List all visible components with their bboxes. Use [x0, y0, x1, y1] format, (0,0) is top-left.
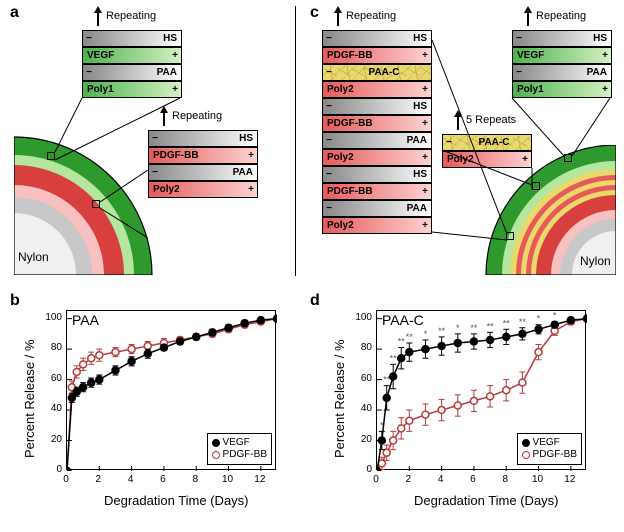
- stack-c-green: −HS VEGF+ −PAA Poly1+: [512, 30, 612, 98]
- callout-box-c3: [506, 232, 514, 240]
- callout-box-a2: [92, 200, 100, 208]
- repeating-label-a2: Repeating: [172, 110, 222, 122]
- svg-text:*: *: [380, 420, 384, 430]
- layer-poly2: Poly2+: [322, 217, 432, 234]
- layer-vegf: VEGF+: [512, 47, 612, 64]
- chart-d: *********************** PAA-C Percent Re…: [324, 298, 604, 523]
- callout-box-a1: [47, 152, 55, 160]
- callout-box-c1: [564, 154, 572, 162]
- five-repeats-label: 5 Repeats: [466, 114, 516, 126]
- layer-vegf: VEGF+: [82, 47, 182, 64]
- nylon-label-c: Nylon: [580, 254, 611, 268]
- repeat-arrow-c2: [522, 6, 534, 31]
- svg-text:*: *: [456, 323, 460, 333]
- panel-divider: [295, 6, 296, 276]
- repeat-arrow-c1: [332, 6, 344, 31]
- repeat-arrow-a1: [92, 6, 104, 31]
- repeating-label-c1: Repeating: [346, 10, 396, 22]
- chart-b: PAA Percent Release / % Degradation Time…: [14, 298, 294, 523]
- layer-hs: −HS: [82, 30, 182, 47]
- stack-a-red: −HS PDGF-BB+ −PAA Poly2+: [148, 130, 258, 198]
- layer-pdgf: PDGF-BB+: [322, 183, 432, 200]
- panel-a-label: a: [10, 4, 19, 22]
- chart-d-title: PAA-C: [382, 312, 424, 328]
- layer-paa: −PAA: [322, 132, 432, 149]
- layer-hs: −HS: [148, 130, 258, 147]
- chart-b-title: PAA: [72, 312, 99, 328]
- layer-pdgf: PDGF-BB+: [322, 115, 432, 132]
- chart-b-legend: VEGF PDGF-BB: [207, 433, 272, 465]
- svg-text:**: **: [438, 326, 446, 336]
- callout-box-c2: [532, 182, 540, 190]
- chart-b-xlabel: Degradation Time (Days): [104, 493, 249, 508]
- panel-c-label: c: [310, 4, 319, 22]
- svg-text:**: **: [487, 321, 495, 331]
- repeating-label-a1: Repeating: [106, 10, 156, 22]
- svg-text:**: **: [390, 353, 398, 363]
- stack-c-left: −HS PDGF-BB+ −PAA-C Poly2+ −HS PDGF-BB+ …: [322, 30, 432, 234]
- layer-poly1: Poly1+: [82, 81, 182, 98]
- layer-hs: −HS: [512, 30, 612, 47]
- layer-paa: −PAA: [512, 64, 612, 81]
- chart-b-ylabel: Percent Release / %: [22, 339, 37, 458]
- layer-pdgf: PDGF-BB+: [148, 147, 258, 164]
- svg-text:**: **: [398, 337, 406, 347]
- layer-hs: −HS: [322, 166, 432, 183]
- chart-d-legend: VEGF PDGF-BB: [517, 433, 582, 465]
- repeat-arrow-c3: [452, 110, 464, 135]
- layer-poly2: Poly2+: [148, 181, 258, 198]
- layer-poly2: Poly2+: [322, 149, 432, 166]
- svg-text:*: *: [537, 314, 541, 324]
- svg-text:*: *: [553, 311, 557, 321]
- chart-d-ylabel: Percent Release / %: [332, 339, 347, 458]
- stack-a-green: −HS VEGF+ −PAA Poly1+: [82, 30, 182, 98]
- chart-d-xlabel: Degradation Time (Days): [414, 493, 559, 508]
- svg-text:**: **: [503, 318, 511, 328]
- svg-text:**: **: [470, 323, 478, 333]
- layer-poly2: Poly2+: [322, 81, 432, 98]
- layer-hs: −HS: [322, 30, 432, 47]
- layer-hs: −HS: [322, 98, 432, 115]
- svg-text:**: **: [519, 317, 527, 327]
- layer-poly1: Poly1+: [512, 81, 612, 98]
- panel-d-label: d: [310, 292, 320, 310]
- nylon-label-a: Nylon: [18, 250, 49, 264]
- repeating-label-c2: Repeating: [536, 10, 586, 22]
- repeat-arrow-a2: [158, 106, 170, 131]
- layer-pdgf: PDGF-BB+: [322, 47, 432, 64]
- svg-text:*: *: [424, 329, 428, 339]
- layer-paa: −PAA: [322, 200, 432, 217]
- layer-paac: −PAA-C: [322, 64, 432, 81]
- layer-paa: −PAA: [82, 64, 182, 81]
- svg-text:**: **: [406, 332, 414, 342]
- layer-paa: −PAA: [148, 164, 258, 181]
